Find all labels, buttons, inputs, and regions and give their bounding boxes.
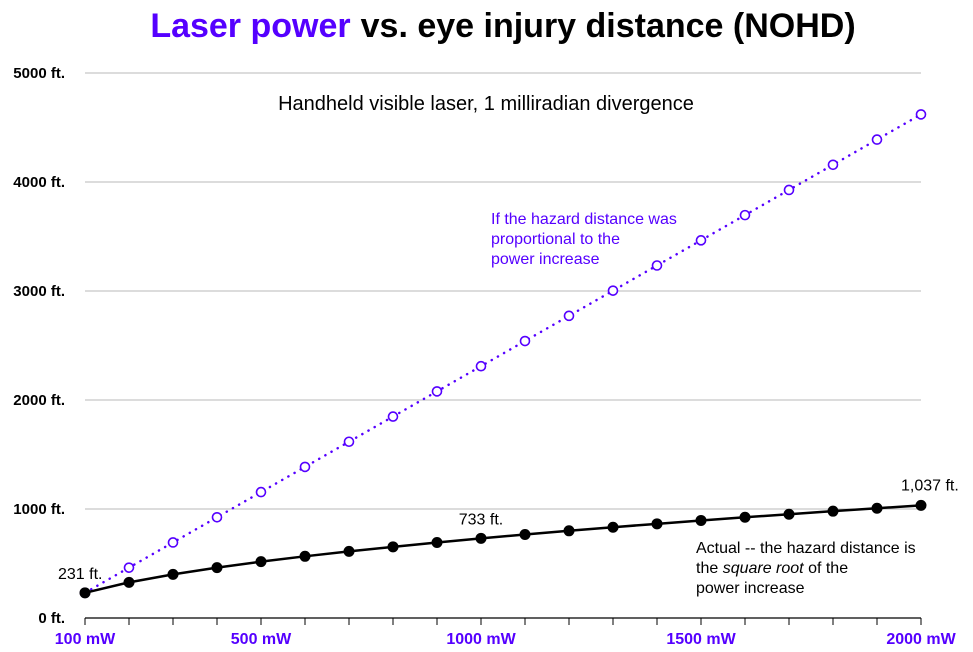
x-tick-label: 1500 mW [666, 631, 736, 648]
data-point-actual [255, 556, 267, 568]
annotation-actual-line-2-post: of the [804, 560, 849, 577]
y-tick-label: 2000 ft. [13, 392, 65, 409]
annotation-actual: Actual -- the hazard distance is the squ… [696, 540, 920, 597]
annotation-actual-line-3: power increase [696, 580, 805, 597]
data-point-actual [651, 518, 663, 530]
data-labels: 231 ft. 733 ft. 1,037 ft. [58, 477, 959, 582]
data-point-actual [211, 562, 223, 574]
annotation-proportional-line-2: proportional to the [491, 231, 620, 248]
data-point-proportional [255, 486, 267, 498]
annotation-proportional-line-1: If the hazard distance was [491, 211, 677, 228]
data-label: 733 ft. [459, 511, 503, 528]
annotation-proportional: If the hazard distance was proportional … [491, 211, 681, 268]
data-point-proportional [299, 461, 311, 473]
x-tick-label: 100 mW [55, 631, 116, 648]
data-label: 231 ft. [58, 566, 102, 583]
data-label: 1,037 ft. [901, 477, 959, 494]
series-layer [79, 109, 927, 599]
data-point-proportional [387, 411, 399, 422]
data-point-proportional [695, 235, 707, 246]
data-point-proportional [343, 436, 355, 448]
data-point-actual [299, 550, 311, 562]
data-point-actual [739, 511, 751, 523]
chart-subtitle: Handheld visible laser, 1 milliradian di… [278, 93, 694, 115]
data-point-proportional [827, 159, 839, 171]
data-point-actual [167, 568, 179, 580]
data-point-proportional [607, 285, 619, 296]
data-point-actual [783, 508, 795, 520]
data-point-proportional [475, 360, 487, 372]
y-tick-label: 4000 ft. [13, 174, 65, 191]
data-point-actual [871, 502, 883, 514]
data-point-actual [475, 532, 487, 544]
data-point-actual [431, 536, 443, 548]
grid [85, 72, 921, 510]
data-point-proportional [167, 537, 179, 548]
y-tick-label: 5000 ft. [13, 65, 65, 82]
data-point-proportional [651, 260, 663, 271]
data-point-proportional [783, 184, 795, 196]
data-point-proportional [211, 511, 223, 523]
data-point-actual [519, 529, 531, 541]
data-point-proportional [739, 209, 751, 221]
y-tick-label: 1000 ft. [13, 501, 65, 518]
data-point-actual [563, 525, 575, 537]
y-tick-label: 3000 ft. [13, 283, 65, 300]
chart-title: Laser power vs. eye injury distance (NOHD… [150, 7, 855, 45]
data-point-proportional [915, 109, 927, 120]
data-point-proportional [871, 134, 883, 145]
annotation-proportional-line-3: power increase [491, 251, 600, 268]
x-tick-label: 500 mW [231, 631, 292, 648]
data-point-actual [387, 541, 399, 553]
chart-title-rest: vs. eye injury distance (NOHD) [361, 7, 856, 45]
x-tick-label: 1000 mW [446, 631, 516, 648]
series-line-actual [84, 504, 922, 595]
data-point-proportional [123, 562, 135, 573]
series-line-proportional [83, 113, 923, 595]
data-point-proportional [519, 335, 531, 347]
y-axis-ticks: 0 ft. 1000 ft. 2000 ft. 3000 ft. 4000 ft. 500… [13, 65, 65, 627]
x-axis-ticks: 100 mW 500 mW 1000 mW 1500 mW 2000 mW [55, 618, 957, 648]
data-point-actual [79, 587, 91, 599]
annotation-actual-line-2-emphasis: square root [723, 560, 804, 577]
data-point-actual [827, 505, 839, 517]
data-point-actual [607, 521, 619, 533]
x-tick-label: 2000 mW [886, 631, 956, 648]
annotation-actual-line-2-pre: the [696, 560, 723, 577]
data-point-actual [695, 514, 707, 526]
data-point-proportional [431, 386, 443, 397]
data-point-actual [343, 545, 355, 557]
chart-title-highlight: Laser power [150, 7, 350, 45]
data-point-actual [915, 499, 927, 511]
y-tick-label: 0 ft. [38, 610, 65, 627]
annotation-actual-line-1: Actual -- the hazard distance is [696, 540, 916, 557]
data-point-actual [123, 576, 135, 588]
data-point-proportional [563, 310, 575, 322]
